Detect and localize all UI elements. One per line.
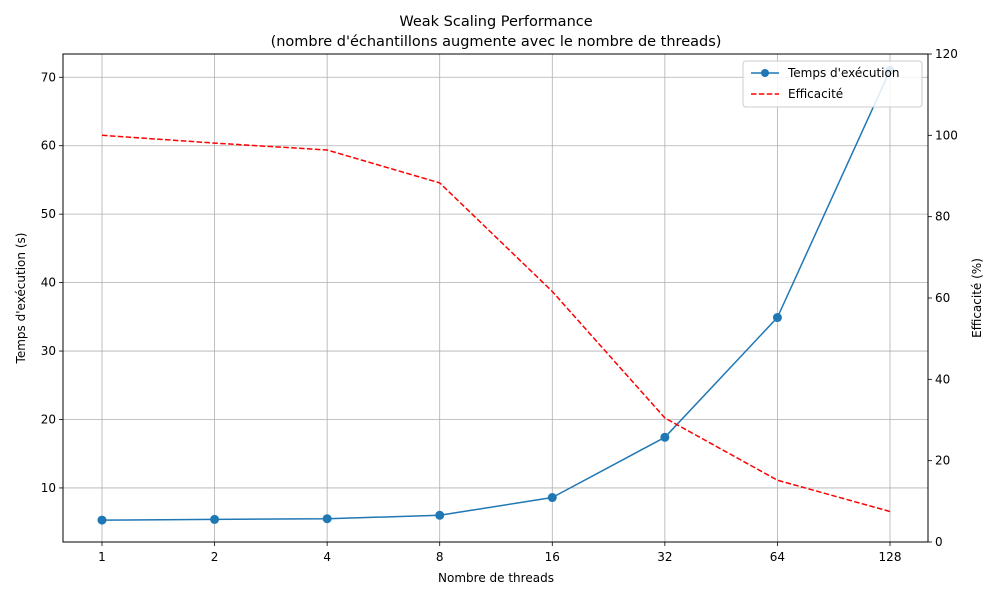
series-line-efficiency <box>101 134 891 513</box>
x-tick-label: 2 <box>211 550 219 564</box>
left-y-tick-label: 20 <box>41 412 56 426</box>
left-y-tick-label: 10 <box>41 481 56 495</box>
x-tick-label: 128 <box>879 550 902 564</box>
right-y-tick-label: 80 <box>935 210 950 224</box>
legend-marker-execution-time <box>761 69 769 77</box>
data-point-execution-time <box>772 313 782 323</box>
left-y-tick-label: 50 <box>41 207 56 221</box>
x-tick-label: 16 <box>545 550 560 564</box>
x-axis-ticks: 1 2 4 8 16 32 64 128 <box>98 542 901 564</box>
right-y-tick-label: 120 <box>935 47 958 61</box>
right-y-axis-label: Efficacité (%) <box>970 258 984 338</box>
left-y-tick-label: 70 <box>41 70 56 84</box>
legend-box <box>742 60 923 108</box>
right-y-tick-label: 20 <box>935 454 950 468</box>
plot-frame <box>62 53 929 543</box>
data-point-execution-time <box>210 514 220 524</box>
legend: Temps d'exécution Efficacité <box>742 60 923 108</box>
x-tick-label: 64 <box>770 550 785 564</box>
x-tick-label: 1 <box>98 550 106 564</box>
left-y-tick-label: 30 <box>41 344 56 358</box>
data-point-execution-time <box>547 493 557 503</box>
x-tick-label: 8 <box>436 550 444 564</box>
data-point-execution-time <box>97 515 107 525</box>
left-y-tick-label: 60 <box>41 139 56 153</box>
legend-label-efficiency: Efficacité <box>788 87 843 101</box>
grid <box>63 54 928 542</box>
left-y-axis-ticks: 10 20 30 40 50 60 70 <box>41 70 63 495</box>
x-axis-label: Nombre de threads <box>438 571 554 585</box>
right-y-tick-label: 0 <box>935 535 943 549</box>
x-tick-label: 4 <box>323 550 331 564</box>
left-y-axis-label: Temps d'exécution (s) <box>14 233 28 365</box>
right-y-axis-ticks: 0 20 40 60 80 100 120 <box>928 47 958 549</box>
chart-subtitle: (nombre d'échantillons augmente avec le … <box>271 34 722 50</box>
chart-title: Weak Scaling Performance <box>399 14 592 30</box>
x-tick-label: 32 <box>657 550 672 564</box>
series-line-execution-time <box>101 70 891 521</box>
data-point-execution-time <box>435 510 445 520</box>
data-point-execution-time <box>660 432 670 442</box>
left-y-tick-label: 40 <box>41 276 56 290</box>
right-y-tick-label: 40 <box>935 372 950 386</box>
right-y-tick-label: 60 <box>935 291 950 305</box>
right-y-tick-label: 100 <box>935 128 958 142</box>
legend-label-execution-time: Temps d'exécution <box>787 66 899 80</box>
data-point-execution-time <box>322 514 332 524</box>
